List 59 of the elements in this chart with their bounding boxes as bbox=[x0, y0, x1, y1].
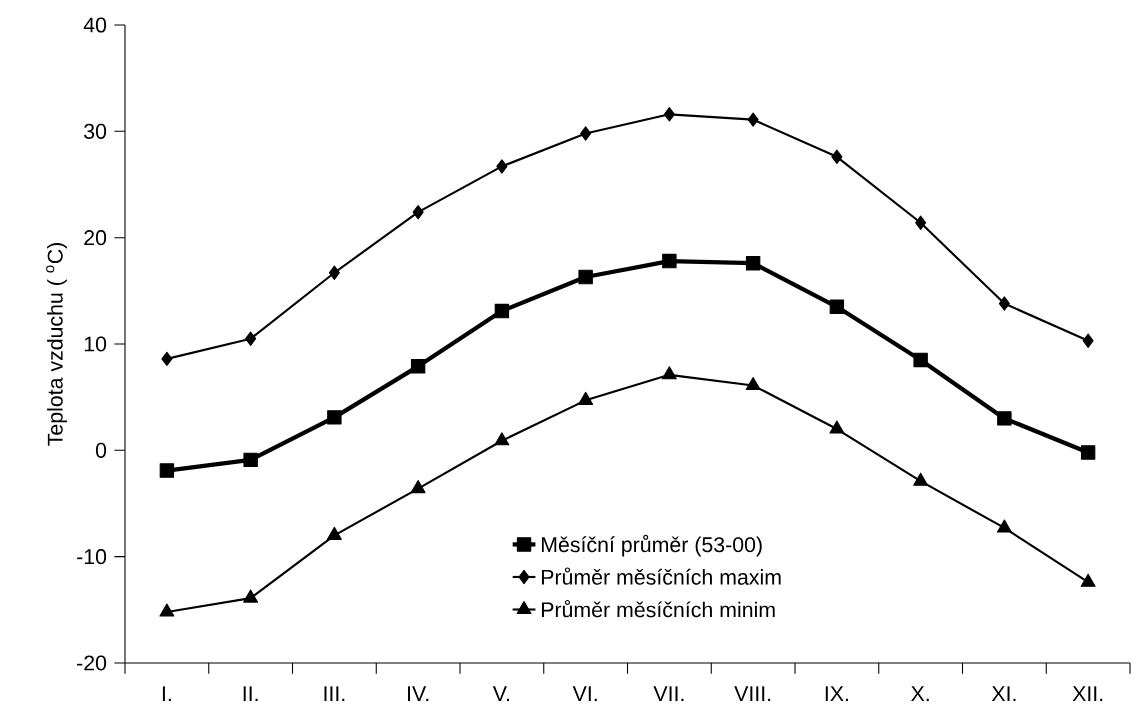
x-tick-label: IX. bbox=[825, 686, 848, 702]
legend-label: Průměr měsíčních maxim bbox=[541, 567, 781, 585]
point bbox=[747, 112, 759, 127]
point bbox=[831, 149, 843, 165]
point bbox=[161, 351, 173, 367]
x-tick-label: XI. bbox=[991, 686, 1016, 702]
point bbox=[662, 253, 677, 269]
point bbox=[913, 472, 929, 486]
point bbox=[578, 269, 593, 285]
x-tick-label: VI. bbox=[572, 686, 597, 702]
point bbox=[913, 352, 928, 368]
x-tick-label: I. bbox=[162, 686, 171, 702]
x-tick-label: XII. bbox=[1072, 686, 1103, 702]
x-tick-label: VIII. bbox=[734, 686, 771, 702]
point bbox=[745, 255, 761, 271]
point bbox=[661, 366, 677, 380]
point bbox=[243, 452, 258, 468]
point bbox=[159, 603, 175, 617]
y-tick-label: 10 bbox=[84, 336, 107, 352]
x-tick-label: III. bbox=[324, 686, 345, 702]
point bbox=[997, 411, 1012, 426]
point bbox=[829, 420, 845, 434]
point bbox=[412, 204, 424, 220]
point bbox=[494, 303, 510, 319]
point bbox=[245, 331, 257, 346]
point bbox=[996, 519, 1012, 533]
point bbox=[1080, 573, 1096, 587]
point bbox=[1082, 333, 1094, 349]
y-axis-title: Teplota vzduchu ( $^{o}$C) bbox=[46, 243, 67, 446]
legend-label: Průměr měsíčních minim bbox=[541, 599, 775, 618]
point bbox=[663, 107, 675, 122]
y-tick-label: 20 bbox=[84, 230, 107, 246]
x-tick-label: V. bbox=[492, 686, 510, 702]
point bbox=[496, 159, 508, 174]
point bbox=[494, 432, 510, 446]
x-tick-label: X. bbox=[911, 686, 929, 702]
point bbox=[829, 299, 845, 314]
point bbox=[327, 410, 342, 425]
y-tick-label: -20 bbox=[77, 655, 107, 671]
x-tick-label: VII. bbox=[653, 686, 684, 702]
point bbox=[410, 359, 426, 374]
point bbox=[580, 126, 592, 141]
y-tick-label: 30 bbox=[84, 123, 107, 139]
point bbox=[328, 265, 340, 280]
point bbox=[1080, 445, 1096, 460]
point bbox=[410, 480, 426, 494]
point bbox=[745, 376, 761, 390]
x-tick-label: IV. bbox=[408, 686, 429, 702]
y-tick-label: 0 bbox=[95, 442, 107, 458]
point bbox=[326, 526, 342, 540]
point bbox=[578, 391, 594, 405]
point bbox=[243, 589, 259, 603]
y-tick-label: 40 bbox=[83, 17, 107, 33]
point bbox=[159, 463, 175, 478]
x-tick-label: II. bbox=[243, 686, 258, 702]
point bbox=[998, 296, 1010, 311]
point bbox=[915, 215, 927, 230]
y-tick-label: -10 bbox=[77, 549, 107, 565]
legend-label: Měsíční průměr (53-00) bbox=[541, 534, 762, 557]
